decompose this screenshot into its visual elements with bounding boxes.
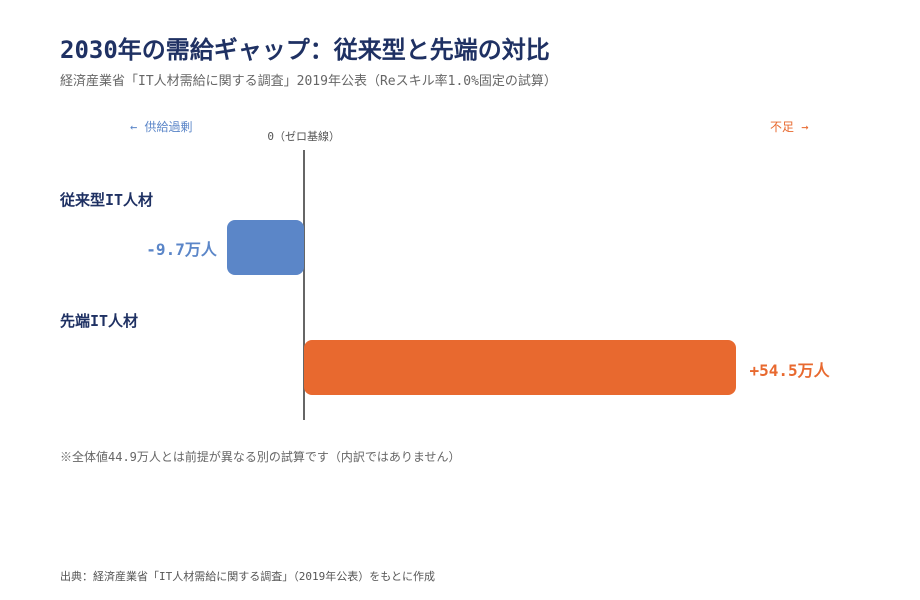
page-title: 2030年の需給ギャップ：従来型と先端の対比 xyxy=(60,36,550,64)
page-subtitle: 経済産業省「IT人材需給に関する調査」2019年公表（Reスキル率1.0%固定の… xyxy=(60,74,557,89)
shortage-direction-label: 不足 → xyxy=(770,120,809,134)
category-label-traditional: 従来型IT人材 xyxy=(60,191,154,209)
category-label-advanced: 先端IT人材 xyxy=(60,312,139,330)
oversupply-direction-label: ← 供給過剰 xyxy=(130,120,193,134)
value-label-advanced: +54.5万人 xyxy=(749,361,830,380)
source-credit: 出典：経済産業省「IT人材需給に関する調査」（2019年公表）をもとに作成 xyxy=(60,570,436,583)
zero-baseline xyxy=(302,150,305,420)
bar-traditional xyxy=(226,220,304,275)
bar-advanced xyxy=(303,340,736,395)
footnote: ※全体値44.9万人とは前提が異なる別の試算です（内訳ではありません） xyxy=(60,450,461,464)
zero-baseline-label: 0（ゼロ基線） xyxy=(267,130,341,143)
value-label-traditional: -9.7万人 xyxy=(146,240,217,259)
